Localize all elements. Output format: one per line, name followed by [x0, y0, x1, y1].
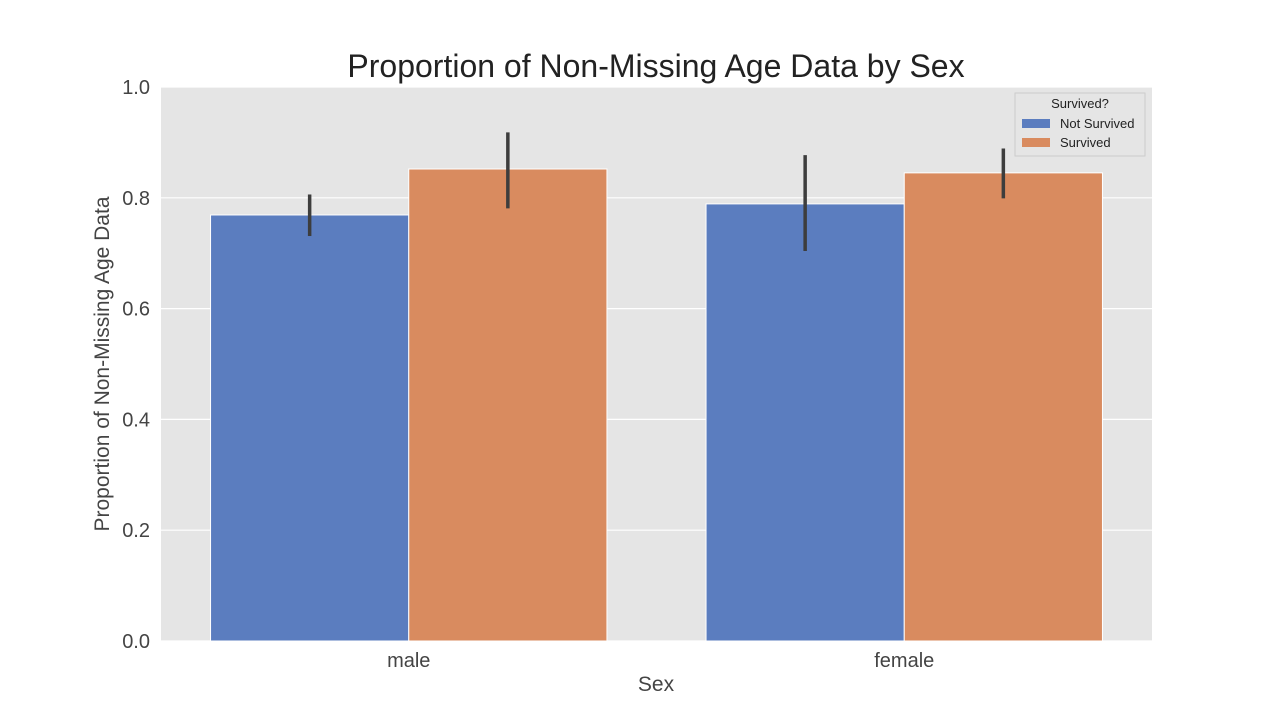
y-tick-label: 1.0: [122, 77, 150, 99]
bar-female-survived: [903, 172, 1103, 642]
y-tick-label: 0.4: [122, 409, 150, 431]
y-tick-label: 0.2: [122, 520, 150, 542]
x-tick-label: female: [874, 650, 934, 672]
bar-male-survived: [408, 168, 608, 642]
chart-title: Proportion of Non-Missing Age Data by Se…: [347, 48, 964, 84]
y-tick-label: 0.8: [122, 188, 150, 210]
legend-label-not-survived: Not Survived: [1060, 116, 1134, 131]
legend: Survived? Not Survived Survived: [1014, 92, 1146, 157]
x-tick-label: male: [387, 650, 430, 672]
bar-female-not-survived: [705, 203, 905, 642]
y-tick-label: 0.0: [122, 631, 150, 653]
legend-title: Survived?: [1051, 96, 1109, 111]
bar-male-not-survived: [210, 214, 410, 642]
y-axis-label: Proportion of Non-Missing Age Data: [91, 196, 114, 531]
x-axis-label: Sex: [638, 673, 675, 696]
legend-swatch-not-survived: [1022, 119, 1050, 128]
legend-swatch-survived: [1022, 138, 1050, 147]
y-tick-label: 0.6: [122, 299, 150, 321]
legend-label-survived: Survived: [1060, 135, 1111, 150]
